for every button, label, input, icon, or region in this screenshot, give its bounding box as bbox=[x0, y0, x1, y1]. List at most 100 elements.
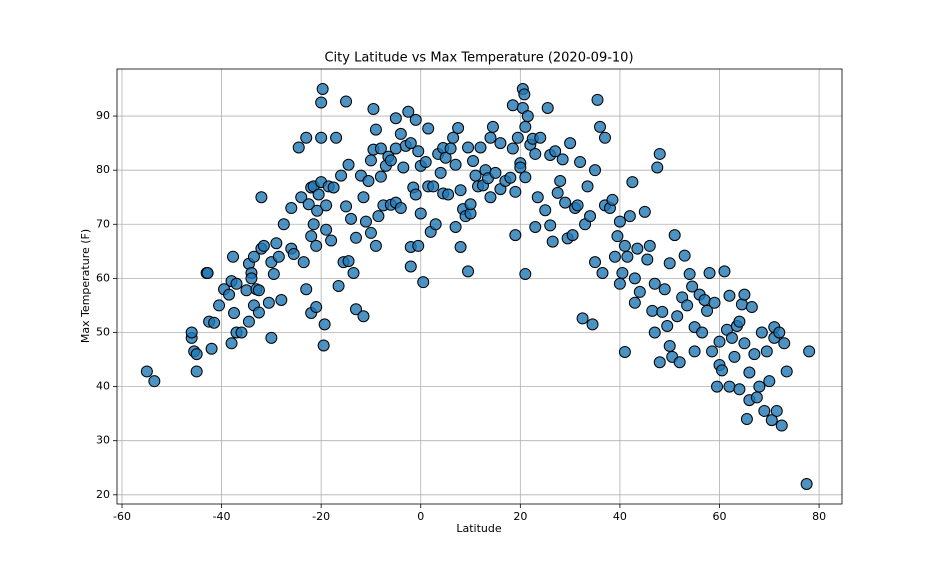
point bbox=[758, 404, 771, 417]
point bbox=[589, 256, 602, 269]
point bbox=[606, 193, 619, 206]
point bbox=[208, 316, 221, 329]
y-tick-label: 30 bbox=[96, 434, 110, 447]
point bbox=[454, 184, 467, 197]
point bbox=[364, 154, 377, 167]
point bbox=[262, 296, 275, 309]
point bbox=[765, 414, 778, 427]
point bbox=[412, 239, 425, 252]
point bbox=[529, 220, 542, 233]
point bbox=[539, 204, 552, 217]
point bbox=[342, 255, 355, 268]
point bbox=[305, 230, 318, 243]
point bbox=[668, 229, 681, 242]
point bbox=[389, 112, 402, 125]
point bbox=[723, 380, 736, 393]
point bbox=[252, 306, 265, 319]
point bbox=[549, 145, 562, 158]
point bbox=[576, 312, 589, 325]
point bbox=[511, 131, 524, 144]
x-tick-label: -40 bbox=[213, 510, 231, 523]
point bbox=[247, 250, 260, 263]
point bbox=[628, 272, 641, 285]
point bbox=[369, 123, 382, 136]
point bbox=[469, 169, 482, 182]
point bbox=[623, 210, 636, 223]
point bbox=[245, 272, 258, 285]
point bbox=[589, 164, 602, 177]
point bbox=[633, 285, 646, 298]
point bbox=[613, 215, 626, 228]
point bbox=[489, 166, 502, 179]
point bbox=[340, 200, 353, 213]
point bbox=[315, 96, 328, 109]
point bbox=[230, 277, 243, 290]
point bbox=[631, 242, 644, 255]
point bbox=[316, 83, 329, 96]
point bbox=[190, 348, 203, 361]
point bbox=[803, 345, 816, 358]
point bbox=[464, 198, 477, 211]
point bbox=[434, 166, 447, 179]
point bbox=[292, 141, 305, 154]
point bbox=[404, 260, 417, 273]
x-tick-label: 20 bbox=[513, 510, 527, 523]
point bbox=[367, 103, 380, 116]
point bbox=[613, 277, 626, 290]
x-tick-label: 0 bbox=[417, 510, 424, 523]
point bbox=[598, 131, 611, 144]
point bbox=[703, 266, 716, 279]
point bbox=[310, 301, 323, 314]
point bbox=[504, 171, 517, 184]
point bbox=[698, 294, 711, 307]
point bbox=[531, 191, 544, 204]
point bbox=[778, 337, 791, 350]
point bbox=[240, 284, 253, 297]
point bbox=[275, 294, 288, 307]
point bbox=[369, 239, 382, 252]
point bbox=[444, 142, 457, 155]
point bbox=[683, 268, 696, 281]
point bbox=[723, 289, 736, 302]
point bbox=[235, 326, 248, 339]
point bbox=[760, 345, 773, 358]
point bbox=[611, 230, 624, 243]
point bbox=[735, 298, 748, 311]
point bbox=[429, 218, 442, 231]
point bbox=[800, 477, 813, 490]
point bbox=[315, 131, 328, 144]
point bbox=[462, 141, 475, 154]
point bbox=[484, 131, 497, 144]
point bbox=[780, 365, 793, 378]
point bbox=[584, 210, 597, 223]
point bbox=[345, 212, 358, 225]
point bbox=[404, 137, 417, 150]
point bbox=[708, 296, 721, 309]
point bbox=[554, 174, 567, 187]
point bbox=[414, 207, 427, 220]
point bbox=[439, 151, 452, 164]
point bbox=[706, 345, 719, 358]
point bbox=[372, 210, 385, 223]
point bbox=[541, 101, 554, 114]
point bbox=[384, 154, 397, 167]
point bbox=[252, 284, 265, 297]
point bbox=[409, 113, 422, 126]
point bbox=[340, 95, 353, 108]
point bbox=[311, 204, 324, 217]
point bbox=[272, 250, 285, 263]
y-axis-label: Max Temperature (F) bbox=[79, 229, 92, 343]
point bbox=[594, 120, 607, 133]
point bbox=[357, 191, 370, 204]
point bbox=[462, 265, 475, 278]
point bbox=[454, 241, 467, 254]
point bbox=[750, 391, 763, 404]
point bbox=[213, 299, 226, 312]
point bbox=[484, 191, 497, 204]
point bbox=[519, 120, 532, 133]
point bbox=[628, 296, 641, 309]
point bbox=[728, 350, 741, 363]
point bbox=[653, 147, 666, 160]
point bbox=[763, 375, 776, 388]
